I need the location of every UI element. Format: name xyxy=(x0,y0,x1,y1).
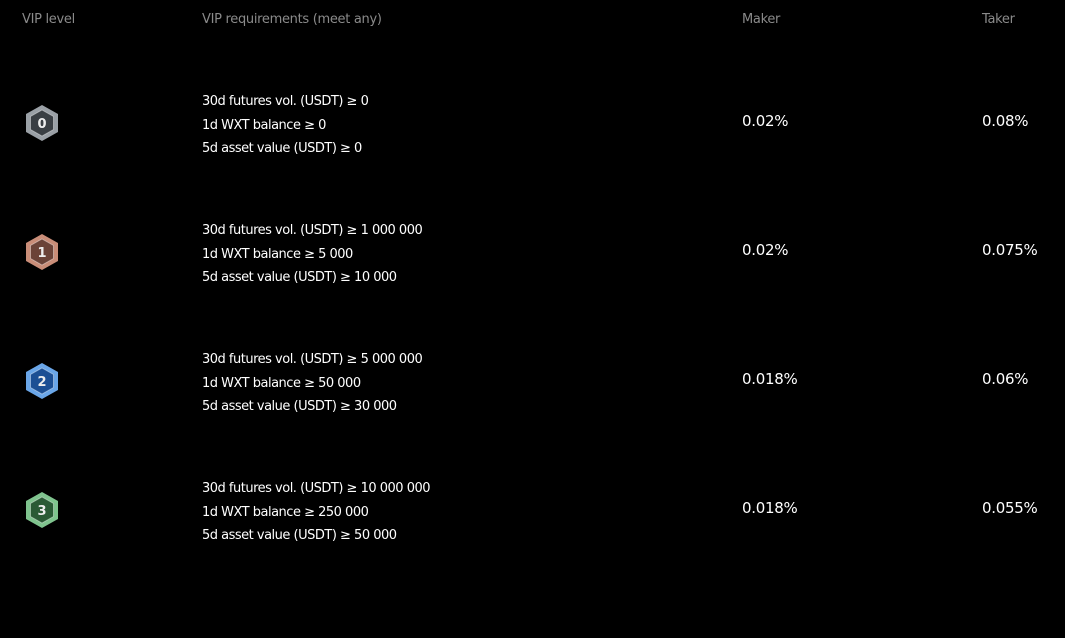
vip-badge-icon: 3 xyxy=(26,492,58,528)
requirement-item: 30d futures vol. (USDT) ≥ 10 000 000 xyxy=(202,481,431,496)
requirements-list: 30d futures vol. (USDT) ≥ 5 000 000 1d WX… xyxy=(202,348,423,419)
table-row: 2 30d futures vol. (USDT) ≥ 5 000 000 1d … xyxy=(0,352,1065,509)
requirement-item: 5d asset value (USDT) ≥ 0 xyxy=(202,141,362,156)
vip-badge-level: 1 xyxy=(37,246,46,261)
requirements-list: 30d futures vol. (USDT) ≥ 1 000 000 1d WX… xyxy=(202,219,423,290)
requirement-item: 5d asset value (USDT) ≥ 30 000 xyxy=(202,399,397,414)
header-requirements: VIP requirements (meet any) xyxy=(202,12,382,27)
maker-fee: 0.018% xyxy=(742,499,798,517)
requirement-item: 30d futures vol. (USDT) ≥ 5 000 000 xyxy=(202,352,423,367)
requirement-item: 5d asset value (USDT) ≥ 50 000 xyxy=(202,528,397,543)
requirement-item: 1d WXT balance ≥ 5 000 xyxy=(202,246,353,262)
maker-fee: 0.02% xyxy=(742,241,789,259)
taker-fee: 0.06% xyxy=(982,370,1029,388)
table-row: 3 30d futures vol. (USDT) ≥ 10 000 000 1d… xyxy=(0,481,1065,638)
header-taker: Taker xyxy=(982,12,1015,27)
table-row: 1 30d futures vol. (USDT) ≥ 1 000 000 1d … xyxy=(0,223,1065,380)
vip-badge-level: 0 xyxy=(37,117,46,132)
vip-badge-icon: 2 xyxy=(26,363,58,399)
vip-badge-icon: 1 xyxy=(26,234,58,270)
requirement-item: 1d WXT balance ≥ 0 xyxy=(202,117,326,133)
taker-fee: 0.075% xyxy=(982,241,1038,259)
vip-badge-level: 2 xyxy=(37,375,46,390)
header-maker: Maker xyxy=(742,12,781,27)
taker-fee: 0.055% xyxy=(982,499,1038,517)
maker-fee: 0.02% xyxy=(742,112,789,130)
maker-fee: 0.018% xyxy=(742,370,798,388)
requirement-item: 30d futures vol. (USDT) ≥ 0 xyxy=(202,94,369,109)
header-vip-level: VIP level xyxy=(22,12,75,27)
vip-badge-level: 3 xyxy=(37,504,46,519)
requirement-item: 30d futures vol. (USDT) ≥ 1 000 000 xyxy=(202,223,423,238)
taker-fee: 0.08% xyxy=(982,112,1029,130)
requirements-list: 30d futures vol. (USDT) ≥ 0 1d WXT balanc… xyxy=(202,90,369,161)
table-row: 0 30d futures vol. (USDT) ≥ 0 1d WXT bala… xyxy=(0,94,1065,251)
vip-badge-icon: 0 xyxy=(26,105,58,141)
requirement-item: 5d asset value (USDT) ≥ 10 000 xyxy=(202,270,397,285)
requirements-list: 30d futures vol. (USDT) ≥ 10 000 000 1d W… xyxy=(202,477,431,548)
requirement-item: 1d WXT balance ≥ 50 000 xyxy=(202,375,361,391)
requirement-item: 1d WXT balance ≥ 250 000 xyxy=(202,504,369,520)
